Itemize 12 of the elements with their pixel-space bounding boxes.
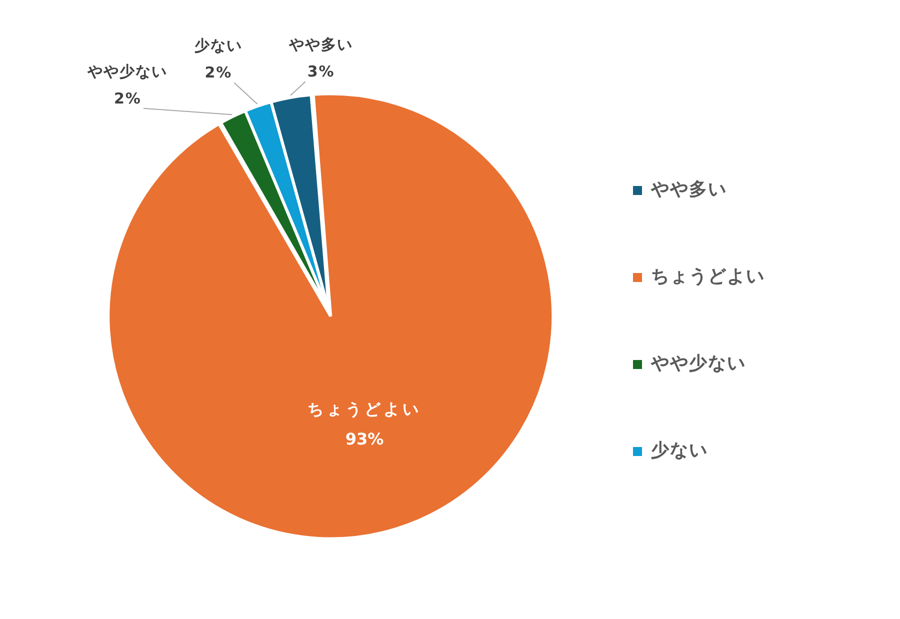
slice-label: 少ない [194,36,242,55]
data-label: 2% [204,64,232,82]
legend-label: やや多い [650,179,727,200]
slice-label: やや少ない [86,62,168,80]
data-label: 93% [345,429,384,448]
legend-label: ちょうどよい [651,266,765,288]
data-label: 2% [114,89,142,108]
legend-label: 少ない [651,440,708,462]
legend-label: やや少ない [650,353,746,374]
slice-label: ちょうどよい [308,399,422,418]
slice-label: やや多い [288,36,354,54]
data-label: 3% [307,62,335,81]
